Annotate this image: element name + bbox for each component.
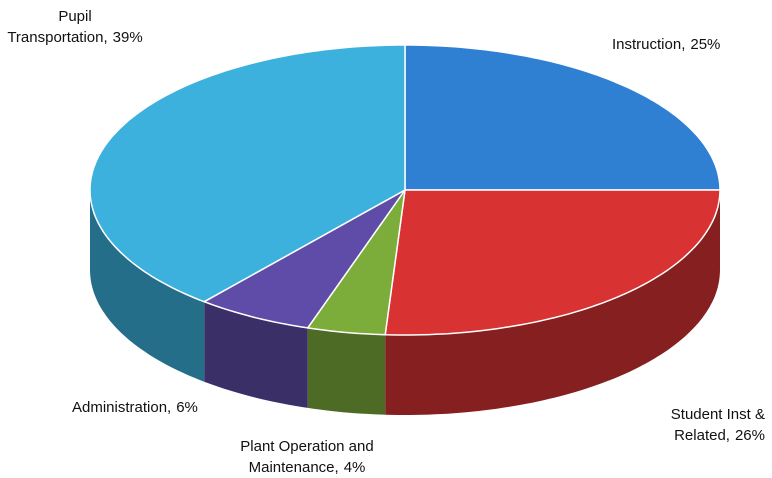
slice-side: [204, 301, 308, 408]
value-label: 6%: [176, 399, 198, 416]
value-label: 26%: [734, 427, 765, 444]
value-label: 4%: [343, 459, 366, 476]
category-label: Administration,: [72, 399, 172, 416]
slice-label: Instruction, 25%: [612, 34, 772, 55]
slice-label: Pupil Transportation, 39%: [0, 6, 150, 48]
slice-side: [385, 190, 720, 415]
slice-label: Administration, 6%: [72, 397, 232, 418]
value-label: 25%: [690, 36, 721, 53]
slice: [306, 189, 406, 336]
slice-side: [90, 190, 205, 382]
slice-label: Plant Operation and Maintenance, 4%: [222, 436, 392, 478]
slice: [404, 44, 721, 191]
slice: [89, 44, 406, 303]
value-label: 39%: [112, 29, 143, 46]
slice-side: [307, 327, 386, 415]
category-label: Student Inst & Related,: [670, 406, 765, 444]
slice: [203, 189, 406, 329]
slice-label: Student Inst & Related, 26%: [640, 404, 765, 446]
category-label: Plant Operation and Maintenance,: [240, 438, 374, 476]
category-label: Instruction,: [612, 36, 686, 53]
category-label: Pupil Transportation,: [7, 8, 108, 46]
slice: [384, 189, 721, 336]
